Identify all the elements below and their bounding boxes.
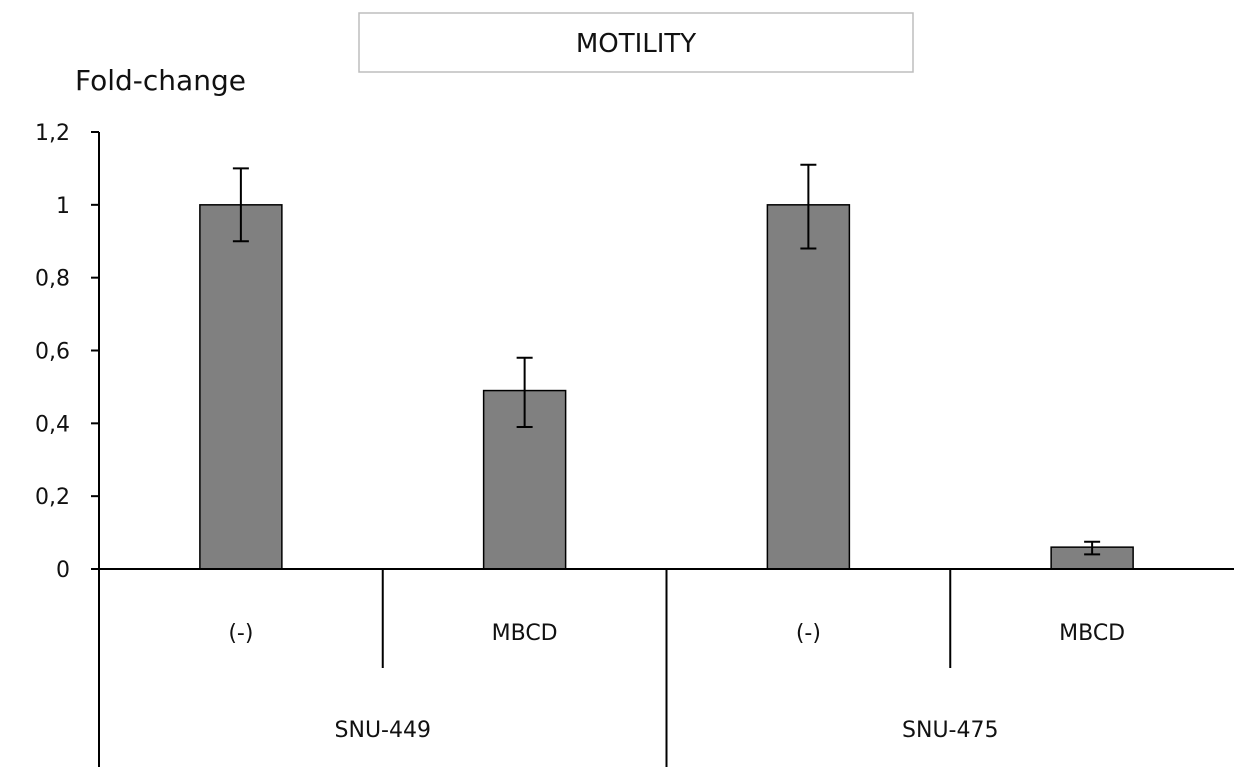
bars xyxy=(199,204,1134,570)
bar xyxy=(766,204,851,570)
category-label: (-) xyxy=(228,621,253,646)
axes xyxy=(98,132,1234,767)
category-labels: (-) MBCD (-) MBCD xyxy=(228,621,1125,646)
y-tick-label: 1 xyxy=(56,194,70,219)
category-label: MBCD xyxy=(1059,621,1125,646)
chart-title: MOTILITY xyxy=(576,29,696,59)
y-tick-label: 0,6 xyxy=(35,340,70,365)
y-tick-label: 0 xyxy=(56,558,70,583)
group-labels: SNU-449 SNU-475 xyxy=(335,718,999,743)
y-tick-label: 0,2 xyxy=(35,485,70,510)
category-label: (-) xyxy=(796,621,821,646)
group-label: SNU-449 xyxy=(335,718,431,743)
y-tick-label: 0,4 xyxy=(35,412,70,437)
y-tick-label: 0,8 xyxy=(35,267,70,292)
error-bars xyxy=(232,163,1101,556)
y-tick-label: 1,2 xyxy=(35,121,70,146)
y-axis-label: Fold-change xyxy=(75,64,246,97)
chart-title-box xyxy=(358,12,914,73)
group-label: SNU-475 xyxy=(902,718,998,743)
bar xyxy=(199,204,283,570)
y-axis-ticks: 0 0,2 0,4 0,6 0,8 1 1,2 xyxy=(35,121,99,583)
category-label: MBCD xyxy=(492,621,558,646)
